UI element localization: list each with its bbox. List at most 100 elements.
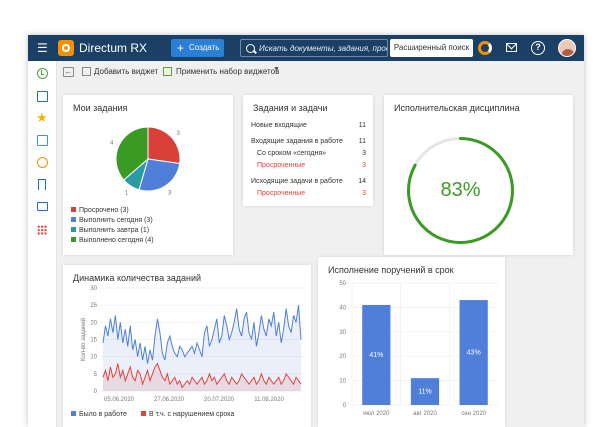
legend-swatch <box>141 411 146 416</box>
add-widget-icon <box>82 67 91 76</box>
dynamics-widget: Динамика количества заданий 0 5 10 15 20 25 30… <box>63 265 311 427</box>
pie-slice-label: 3 <box>168 191 172 197</box>
x-tick-label: 27.06.2020 <box>154 397 185 403</box>
row-value: 3 <box>362 190 366 197</box>
ring-progress <box>407 137 514 244</box>
execution-bar-chart: 0 10 20 30 40 50 41% июл 2020 11% авг 2020 43% сен … <box>339 281 498 417</box>
bar-data-label: 41% <box>369 352 383 359</box>
tasks-row-incoming-in-work[interactable]: Входящие задания в работе 11 <box>251 138 366 145</box>
clock-icon[interactable] <box>37 68 48 79</box>
star-icon[interactable]: ★ <box>36 110 48 125</box>
series-area <box>103 363 301 391</box>
hamburger-menu-icon[interactable]: ☰ <box>37 41 48 55</box>
legend-label: Было в работе <box>79 411 127 418</box>
y-tick-label: 10 <box>339 379 346 385</box>
row-label: Исходящие задачи в работе <box>251 178 343 185</box>
legend-swatch <box>71 207 76 212</box>
y-tick-label: 20 <box>90 320 97 326</box>
row-label: Просроченные <box>257 162 306 169</box>
widget-title: Исполнительская дисциплина <box>394 103 520 113</box>
widget-title: Задания и задачи <box>253 103 328 113</box>
row-value: 3 <box>362 162 366 169</box>
x-tick-label: авг 2020 <box>413 411 437 417</box>
directum-logo-icon <box>58 40 74 56</box>
legend-item: Выполнить сегодня (3) <box>71 217 153 224</box>
execution-widget: Исполнение поручений в срок 0 10 20 30 40 50 4… <box>318 257 505 427</box>
bar-data-label: 11% <box>418 389 432 396</box>
document-icon[interactable] <box>37 135 48 146</box>
apply-widget-set-button[interactable]: Применить набор виджетов <box>176 67 280 76</box>
plus-icon: + <box>177 41 185 55</box>
pie-slice-label: 1 <box>125 191 129 197</box>
user-avatar[interactable] <box>558 39 576 57</box>
x-tick-label: 11.08.2020 <box>254 397 284 403</box>
y-tick-label: 25 <box>90 303 97 309</box>
add-widget-button[interactable]: Добавить виджет <box>94 67 159 76</box>
pie-slice-label: 4 <box>110 140 114 146</box>
legend-item: Просрочено (3) <box>71 207 129 214</box>
legend-swatch <box>71 411 76 416</box>
my-tasks-pie-chart: 3 3 1 4 <box>110 126 181 197</box>
row-label: Новые входящие <box>251 122 307 129</box>
y-tick-label: 0 <box>94 389 98 395</box>
y-tick-label: 30 <box>90 286 97 292</box>
legend-swatch <box>71 227 76 232</box>
row-label: Просроченные <box>257 190 306 197</box>
widget-title: Мои задания <box>73 103 128 113</box>
my-tasks-widget: Мои задания 3 3 1 4 Просрочено (3) Выполнит… <box>63 95 233 255</box>
legend-swatch <box>71 217 76 222</box>
create-button-label: Создать <box>189 43 220 52</box>
y-tick-label: 5 <box>94 372 98 378</box>
widget-set-icon <box>163 67 172 76</box>
y-tick-label: 0 <box>343 403 347 409</box>
row-value: 3 <box>362 150 366 157</box>
tasks-summary-widget: Задания и задачи Новые входящие 11 Входящ… <box>243 95 373 206</box>
bar-data-label: 43% <box>467 350 481 357</box>
y-tick-label: 50 <box>339 281 346 287</box>
sidebar: ★ <box>28 61 57 427</box>
widgets-toolbar: ← Добавить виджет Применить набор виджет… <box>57 61 584 82</box>
app-title: Directum RX <box>79 41 148 55</box>
tasks-row-new-incoming[interactable]: Новые входящие 11 <box>251 122 366 129</box>
top-bar: ☰ Directum RX + Создать Расширенный поис… <box>28 35 584 61</box>
tasks-row-overdue-outgoing[interactable]: Просроченные 3 <box>257 190 366 197</box>
folder-icon[interactable] <box>37 202 48 211</box>
bookmark-icon[interactable] <box>38 179 46 190</box>
pie-slice <box>115 126 149 181</box>
legend-label: Выполнить завтра (1) <box>79 227 150 234</box>
y-tick-label: 10 <box>90 355 97 361</box>
search-box[interactable] <box>240 39 388 57</box>
discipline-ring-chart <box>407 137 514 244</box>
y-tick-label: 40 <box>339 305 346 311</box>
back-arrow-icon[interactable]: ← <box>63 67 74 77</box>
row-value: 11 <box>358 138 366 145</box>
tasks-row-outgoing-in-work[interactable]: Исходящие задачи в работе 14 <box>251 178 366 185</box>
y-tick-label: 15 <box>90 338 97 344</box>
app-window: ☰ Directum RX + Создать Расширенный поис… <box>28 35 584 427</box>
chevron-down-icon[interactable]: ▼ <box>273 66 280 73</box>
tasks-row-due-today[interactable]: Со сроком «сегодня» 3 <box>257 150 366 157</box>
pie-slice <box>138 158 181 192</box>
bar <box>410 378 440 405</box>
legend-item: Было в работе <box>71 411 127 418</box>
pie-slice-label: 3 <box>177 131 181 137</box>
bar <box>459 300 488 405</box>
create-button[interactable]: + Создать <box>171 39 224 57</box>
search-input[interactable] <box>259 40 387 56</box>
apps-grid-icon[interactable] <box>37 225 47 235</box>
help-icon[interactable]: ? <box>531 41 545 55</box>
history-icon[interactable] <box>37 157 48 168</box>
dynamics-line-chart: 0 5 10 15 20 25 30 Кол-во заданий 05.06.2020 27.0… <box>80 286 303 403</box>
y-tick-label: 20 <box>339 354 346 360</box>
tasks-checklist-icon[interactable] <box>37 91 48 102</box>
loading-spinner-icon <box>478 41 492 55</box>
advanced-search-button[interactable]: Расширенный поиск <box>390 39 473 57</box>
tasks-row-overdue-incoming[interactable]: Просроченные 3 <box>257 162 366 169</box>
legend-label: Выполнить сегодня (3) <box>79 217 153 224</box>
pie-slice <box>147 126 181 165</box>
legend-label: В т.ч. с нарушением срока <box>149 411 235 418</box>
series-line <box>102 362 302 389</box>
legend-item: Выполнить завтра (1) <box>71 227 149 234</box>
mail-icon[interactable] <box>506 43 517 52</box>
row-label: Входящие задания в работе <box>251 138 343 145</box>
